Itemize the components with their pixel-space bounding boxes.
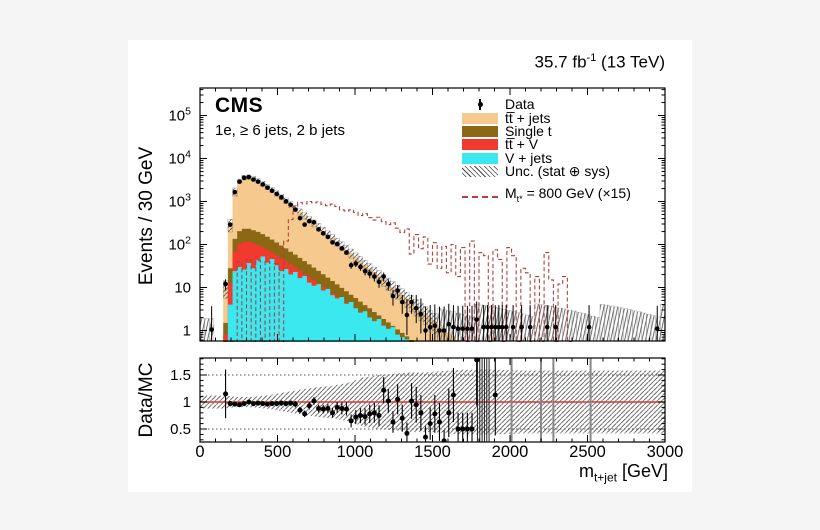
legend-row-singlet: Single t bbox=[462, 122, 677, 139]
legend-row-ttv: tt̅ + V bbox=[462, 136, 677, 153]
svg-text:10: 10 bbox=[174, 280, 191, 297]
x-title-subscript: t+jet bbox=[593, 470, 617, 485]
signal-histogram-line bbox=[223, 200, 572, 342]
data-points-ratio bbox=[223, 358, 498, 442]
ratio-panel-content bbox=[200, 358, 665, 442]
single-t-swatch bbox=[462, 125, 498, 137]
data-marker-icon bbox=[462, 99, 498, 111]
svg-text:1000: 1000 bbox=[337, 443, 374, 461]
stack-vjets-area bbox=[227, 256, 410, 342]
legend-label-ttjets: tt̅ + jets bbox=[505, 109, 551, 126]
ratio-y-axis-title: Data/MC bbox=[136, 362, 157, 438]
x-title-symbol: m bbox=[578, 461, 594, 481]
legend-label-unc: Unc. (stat ⊕ sys) bbox=[505, 163, 611, 180]
svg-text:105: 105 bbox=[168, 106, 191, 125]
x-axis-title: mt+jet [GeV] bbox=[579, 461, 668, 485]
svg-text:102: 102 bbox=[168, 235, 191, 254]
signal-dashed-line-icon bbox=[462, 191, 498, 202]
main-axis-ticks bbox=[199, 88, 666, 341]
svg-text:1.5: 1.5 bbox=[170, 367, 191, 384]
legend-row-data: Data bbox=[462, 96, 677, 113]
svg-text:1500: 1500 bbox=[414, 443, 451, 461]
legend-row-signal: Mt* = 800 GeV (×15) bbox=[462, 186, 677, 203]
svg-text:1: 1 bbox=[183, 323, 191, 340]
svg-text:104: 104 bbox=[168, 149, 191, 168]
svg-text:1: 1 bbox=[183, 394, 191, 411]
ttjets-swatch bbox=[462, 112, 498, 124]
ratio-y-tick-labels: 0.5 1 1.5 bbox=[170, 367, 191, 438]
svg-text:103: 103 bbox=[168, 192, 191, 211]
x-tick-labels: 0 500 1000 1500 2000 2500 3000 bbox=[195, 443, 683, 461]
svg-text:3000: 3000 bbox=[647, 443, 684, 461]
main-y-axis-title: Events / 30 GeV bbox=[136, 146, 157, 286]
lumi-value: 35.7 fb bbox=[534, 52, 587, 72]
x-title-units: [GeV] bbox=[616, 461, 668, 481]
svg-text:0.5: 0.5 bbox=[170, 421, 191, 438]
legend-label-signal: Mt* = 800 GeV (×15) bbox=[505, 184, 631, 204]
lumi-exponent: -1 bbox=[586, 52, 597, 64]
main-y-tick-labels: 1 10 102 103 104 105 bbox=[168, 106, 191, 340]
legend-label-singlet: Single t bbox=[505, 122, 552, 139]
svg-text:2000: 2000 bbox=[492, 443, 529, 461]
svg-text:0: 0 bbox=[195, 443, 204, 461]
svg-text:500: 500 bbox=[264, 443, 292, 461]
main-panel-content bbox=[200, 174, 665, 342]
legend-label-data: Data bbox=[505, 96, 535, 113]
legend-row-unc: Unc. (stat ⊕ sys) bbox=[462, 163, 677, 180]
lumi-energy: (13 TeV) bbox=[596, 52, 665, 72]
selection-label: 1e, ≥ 6 jets, 2 b jets bbox=[215, 122, 345, 139]
legend-row-vjets: V + jets bbox=[462, 149, 677, 166]
experiment-label: CMS bbox=[215, 94, 264, 117]
legend-label-ttv: tt̅ + V bbox=[505, 136, 539, 153]
ttv-swatch bbox=[462, 139, 498, 151]
legend-label-vjets: V + jets bbox=[505, 149, 553, 166]
legend-row-ttjets: tt̅ + jets bbox=[462, 109, 677, 126]
svg-text:2500: 2500 bbox=[569, 443, 606, 461]
legend: Data tt̅ + jets Single t tt̅ + V V + jet… bbox=[462, 96, 677, 203]
ratio-axis-ticks bbox=[199, 358, 666, 442]
uncertainty-hatch-icon bbox=[462, 166, 498, 178]
luminosity-label: 35.7 fb-1 (13 TeV) bbox=[535, 52, 665, 73]
data-points-main bbox=[209, 174, 660, 341]
vjets-swatch bbox=[462, 152, 498, 164]
